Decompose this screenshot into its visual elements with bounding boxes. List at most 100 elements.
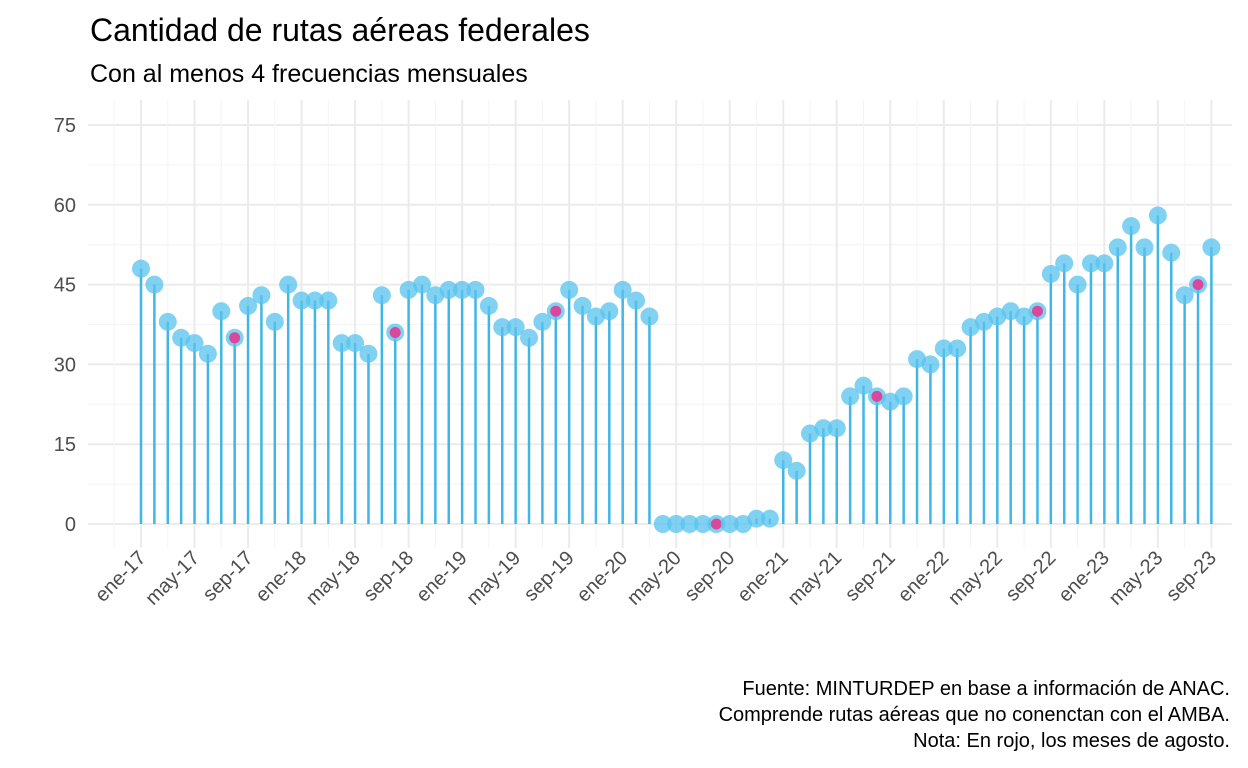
chart-title: Cantidad de rutas aéreas federales (90, 12, 590, 48)
chart-caption: Fuente: MINTURDEP en base a información … (330, 676, 1230, 754)
data-point (265, 312, 284, 331)
highlight-point (386, 323, 405, 342)
y-tick-label: 30 (54, 354, 76, 376)
lollipop-points (132, 206, 1221, 533)
grid-lines (88, 100, 1232, 548)
x-tick-label: sep-19 (520, 547, 579, 606)
highlight-point (225, 328, 244, 347)
y-tick-label: 0 (65, 514, 76, 536)
y-tick-label: 75 (54, 115, 76, 137)
data-point (239, 296, 258, 315)
x-tick-label: sep-22 (1002, 547, 1061, 606)
data-point (533, 312, 552, 331)
data-point (1095, 254, 1114, 273)
data-point (841, 387, 860, 406)
data-point (319, 291, 338, 310)
data-point (1041, 264, 1060, 283)
data-point (158, 312, 177, 331)
lollipop-stems (139, 215, 1213, 524)
data-point (787, 461, 806, 480)
y-tick-label: 45 (54, 275, 76, 297)
data-point (1175, 286, 1194, 305)
data-point (132, 259, 150, 278)
data-point (506, 318, 525, 337)
data-point (1162, 243, 1181, 262)
data-point (934, 339, 953, 358)
data-point (640, 307, 659, 326)
highlight-point (707, 515, 726, 533)
x-axis-ticks: ene-17may-17sep-17ene-18may-18sep-18ene-… (91, 547, 1221, 610)
data-point (520, 328, 539, 347)
data-point (279, 275, 298, 294)
caption-note: Nota: En rojo, los meses de agosto. (913, 730, 1230, 752)
y-tick-label: 60 (54, 195, 76, 217)
x-tick-label: ene-18 (251, 547, 311, 607)
data-point (1202, 238, 1221, 257)
data-point (814, 419, 833, 438)
data-point (774, 451, 793, 470)
data-point (493, 318, 512, 337)
x-tick-label: sep-23 (1162, 547, 1221, 606)
data-point (653, 515, 672, 533)
caption-scope: Comprende rutas aéreas que no conenctan … (718, 704, 1230, 726)
highlight-point (546, 302, 565, 321)
data-point (1135, 238, 1154, 257)
data-point (1108, 238, 1127, 257)
x-tick-label: may-21 (784, 547, 847, 610)
x-tick-label: may-20 (623, 547, 686, 610)
data-point (372, 286, 391, 305)
x-tick-label: ene-21 (733, 547, 793, 607)
data-point (600, 302, 619, 321)
data-point (560, 280, 579, 299)
x-tick-label: may-17 (141, 547, 204, 610)
x-tick-label: sep-21 (841, 547, 900, 606)
data-point (613, 280, 632, 299)
x-tick-label: may-19 (462, 547, 525, 610)
data-point (292, 291, 311, 310)
x-tick-label: ene-19 (412, 547, 472, 607)
data-point (667, 515, 686, 533)
data-point (720, 515, 739, 533)
data-point (1148, 206, 1167, 225)
data-point (453, 280, 472, 299)
caption-source: Fuente: MINTURDEP en base a información … (742, 678, 1230, 700)
highlight-point (1189, 275, 1208, 294)
x-tick-label: ene-23 (1054, 547, 1114, 607)
data-point (573, 296, 592, 315)
data-point (894, 387, 913, 406)
y-axis-ticks: 0 15 30 45 60 75 (54, 115, 76, 536)
data-point (747, 509, 766, 528)
x-tick-label: sep-17 (199, 547, 258, 606)
highlight-point (1028, 302, 1047, 321)
x-tick-label: may-22 (944, 547, 1007, 610)
x-tick-label: ene-22 (894, 547, 954, 607)
data-point (760, 509, 779, 528)
data-point (185, 334, 204, 353)
x-tick-label: ene-20 (573, 547, 633, 607)
data-point (921, 355, 940, 374)
data-point (359, 344, 378, 363)
data-point (332, 334, 351, 353)
lollipop-chart: 0 15 30 45 60 75 ene-17may-17sep-17ene-18may-… (54, 100, 1232, 610)
data-point (305, 291, 324, 310)
data-point (212, 302, 231, 321)
data-point (439, 280, 458, 299)
data-point (854, 376, 873, 395)
data-point (346, 334, 365, 353)
data-point (198, 344, 217, 363)
data-point (627, 291, 646, 310)
data-point (1068, 275, 1087, 294)
x-tick-label: sep-18 (359, 547, 418, 606)
data-point (466, 280, 485, 299)
y-tick-label: 15 (54, 434, 76, 456)
data-point (827, 419, 846, 438)
data-point (693, 515, 712, 533)
x-tick-label: may-18 (302, 547, 365, 610)
data-point (1055, 254, 1074, 273)
data-point (948, 339, 967, 358)
data-point (1122, 217, 1141, 236)
data-point (479, 296, 498, 315)
x-tick-label: sep-20 (680, 547, 739, 606)
data-point (252, 286, 271, 305)
data-point (1081, 254, 1100, 273)
